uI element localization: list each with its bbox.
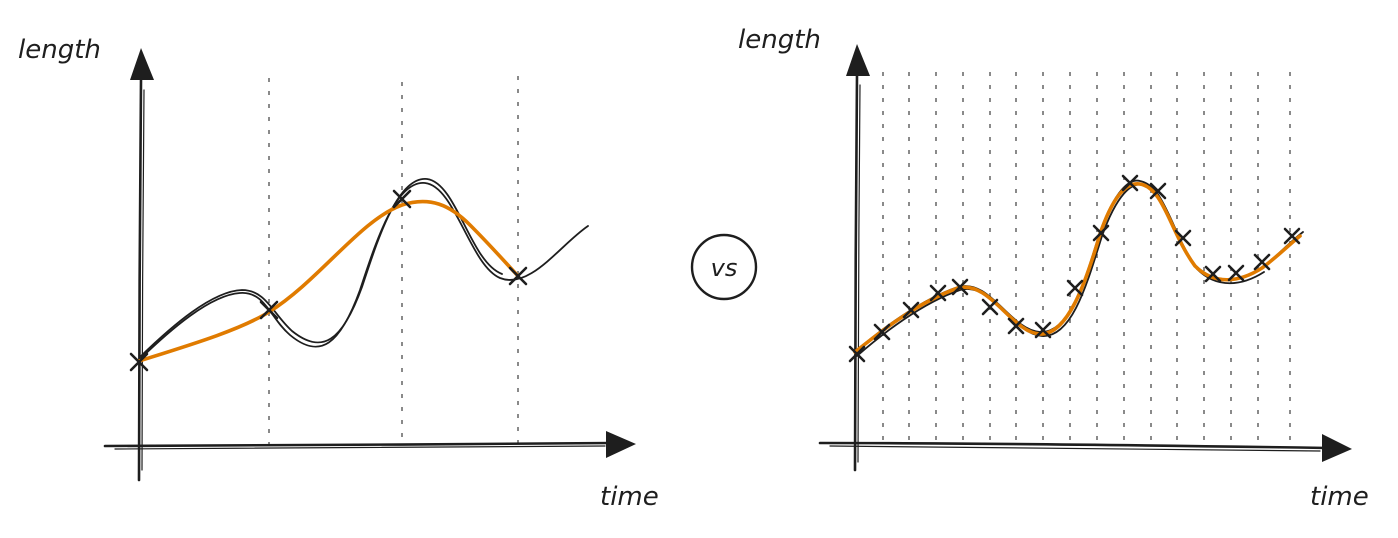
left-sample-mark	[259, 300, 279, 320]
right-diagram: length time	[738, 25, 1369, 512]
left-y-axis	[137, 78, 143, 482]
right-sample-mark	[1204, 265, 1222, 283]
left-y-axis-sketch	[141, 89, 145, 471]
right-true-curve-sketch	[856, 183, 1265, 357]
left-sample-marks	[129, 189, 528, 372]
left-sample-mark	[508, 266, 528, 286]
vs-label: vs	[711, 254, 738, 282]
right-sample-mark	[1227, 264, 1245, 282]
right-sample-mark	[902, 301, 920, 319]
right-sample-mark	[1121, 174, 1139, 192]
left-true-curve	[138, 182, 589, 361]
right-y-arrowhead	[846, 44, 870, 76]
right-sample-mark	[1283, 227, 1301, 245]
right-sample-mark	[1034, 321, 1052, 339]
vs-circle	[690, 233, 758, 301]
right-x-axis-label: time	[1310, 482, 1369, 512]
right-grid-lines	[882, 72, 1291, 442]
right-sample-mark	[1149, 182, 1167, 200]
right-x-axis	[818, 441, 1330, 450]
right-sample-mark	[1066, 279, 1084, 297]
left-true-curve-sketch	[140, 178, 503, 357]
left-x-arrowhead	[606, 431, 636, 458]
left-x-axis-label: time	[600, 482, 659, 512]
right-sample-mark	[951, 278, 969, 296]
right-y-axis-label: length	[738, 25, 821, 55]
right-sample-mark	[1007, 317, 1025, 335]
right-fitted-curve	[853, 182, 1302, 354]
vs-separator: vs	[690, 233, 758, 301]
right-y-axis-sketch	[857, 84, 861, 463]
right-sample-mark	[929, 284, 947, 302]
left-sample-mark	[392, 189, 412, 209]
right-sample-marks	[848, 174, 1301, 363]
left-x-axis-sketch	[114, 445, 606, 450]
left-sample-mark	[129, 352, 149, 372]
right-sample-mark	[1253, 253, 1271, 271]
right-y-axis	[853, 73, 859, 472]
right-true-curve	[854, 179, 1304, 353]
left-diagram: length time	[18, 35, 659, 512]
right-sample-mark	[1092, 224, 1110, 242]
left-y-axis-label: length	[18, 35, 101, 65]
left-grid-lines	[268, 76, 519, 445]
left-x-axis	[103, 441, 614, 448]
right-sample-mark	[1174, 229, 1192, 247]
left-y-arrowhead	[130, 48, 154, 80]
right-sample-mark	[981, 298, 999, 316]
left-fitted-curve	[137, 199, 520, 363]
right-sample-mark	[873, 323, 891, 341]
right-x-arrowhead	[1322, 434, 1352, 462]
right-sample-mark	[848, 345, 866, 363]
